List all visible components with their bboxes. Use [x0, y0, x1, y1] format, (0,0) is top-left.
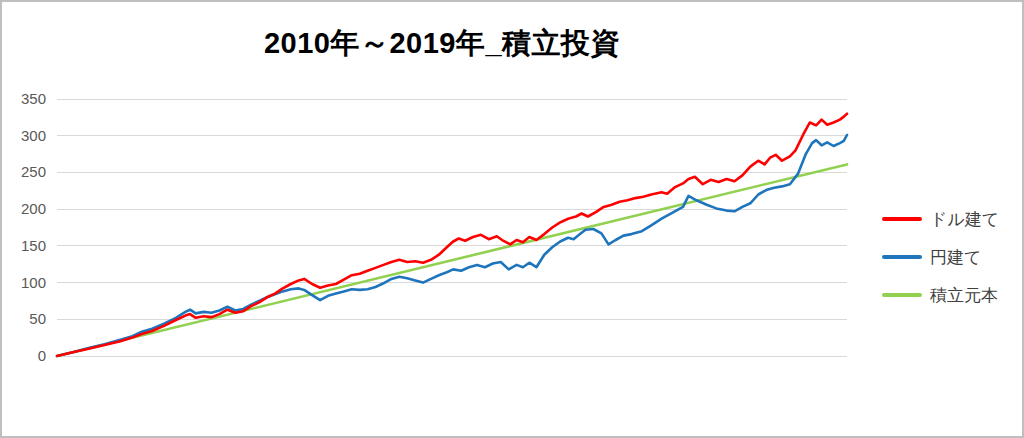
- legend-item-1: 円建て: [882, 246, 999, 268]
- y-axis-tick-label: 0: [2, 347, 46, 365]
- y-axis-tick-label: 50: [2, 310, 46, 328]
- legend: ドル建て円建て積立元本: [882, 208, 999, 322]
- y-axis-tick-label: 150: [2, 237, 46, 255]
- legend-label: ドル建て: [930, 208, 999, 231]
- y-axis-tick-label: 300: [2, 127, 46, 145]
- legend-line-swatch: [882, 255, 922, 259]
- legend-label: 積立元本: [930, 284, 998, 307]
- legend-label: 円建て: [930, 246, 981, 269]
- legend-line-swatch: [882, 293, 922, 297]
- plot-area: [57, 99, 847, 356]
- y-axis-tick-label: 250: [2, 163, 46, 181]
- legend-item-2: 積立元本: [882, 284, 999, 306]
- series-line-2: [57, 164, 847, 356]
- chart-title: 2010年～2019年_積立投資: [2, 24, 882, 64]
- y-axis-tick-label: 200: [2, 200, 46, 218]
- y-axis-tick-label: 100: [2, 274, 46, 292]
- legend-item-0: ドル建て: [882, 208, 999, 230]
- chart-window: 2010年～2019年_積立投資 050100150200250300350 2…: [0, 0, 1024, 438]
- y-axis-tick-label: 350: [2, 90, 46, 108]
- legend-line-swatch: [882, 217, 922, 221]
